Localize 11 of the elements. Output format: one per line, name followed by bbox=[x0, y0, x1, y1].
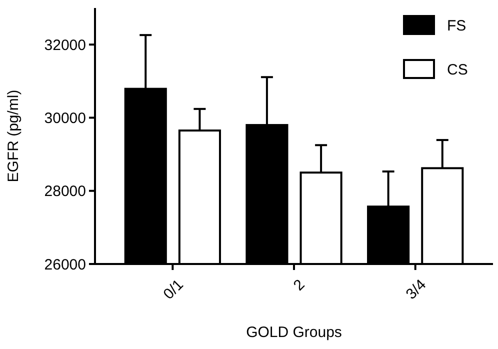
y-tick-label: 28000 bbox=[44, 183, 86, 200]
x-tick-label: 2 bbox=[290, 276, 308, 294]
y-tick-label: 30000 bbox=[44, 110, 86, 127]
x-axis-title: GOLD Groups bbox=[246, 324, 342, 341]
y-tick-label: 26000 bbox=[44, 256, 86, 274]
y-axis-title: EGFR (pg/ml) bbox=[5, 90, 22, 182]
x-tick-label: 0/1 bbox=[160, 276, 187, 304]
legend-label: CS bbox=[447, 61, 468, 78]
x-tick-label: 3/4 bbox=[402, 276, 430, 304]
y-tick-label: 32000 bbox=[44, 36, 86, 54]
legend-label: FS bbox=[447, 17, 466, 34]
